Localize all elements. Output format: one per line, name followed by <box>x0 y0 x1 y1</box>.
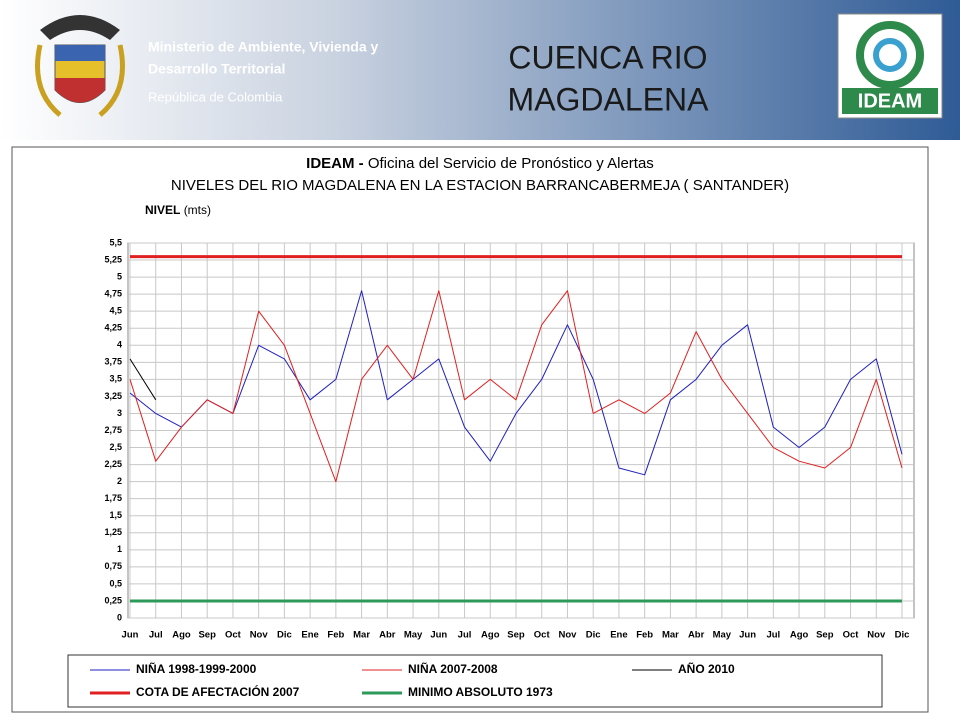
x-tick-label: Jun <box>430 630 447 641</box>
chart-title-rest: Oficina del Servicio de Pronóstico y Ale… <box>368 155 654 172</box>
x-tick-label: Jun <box>122 630 139 641</box>
y-tick-label: 0,25 <box>104 595 122 605</box>
x-tick-label: Dic <box>895 630 910 641</box>
chart-title: IDEAM - Oficina del Servicio de Pronósti… <box>306 155 654 172</box>
slide-title: MAGDALENA <box>508 81 710 117</box>
y-tick-label: 0,5 <box>109 578 122 588</box>
x-tick-label: Mar <box>353 630 370 641</box>
x-tick-label: Jul <box>458 630 472 641</box>
logo-text: IDEAM <box>858 90 922 112</box>
ministry-text: Ministerio de Ambiente, Vivienda y <box>148 39 378 55</box>
y-tick-label: 3,75 <box>104 357 122 367</box>
y-tick-label: 0,75 <box>104 561 122 571</box>
x-tick-label: Jul <box>149 630 163 641</box>
series-line <box>129 290 903 476</box>
x-tick-label: Nov <box>867 630 886 641</box>
y-tick-label: 4,5 <box>109 306 122 316</box>
y-tick-label: 2,75 <box>104 425 122 435</box>
header-band <box>0 0 960 140</box>
x-tick-label: Ago <box>481 630 500 641</box>
x-tick-label: Oct <box>225 630 242 641</box>
x-tick-label: Sep <box>507 630 525 641</box>
y-axis-label: NIVEL (mts) <box>145 203 211 217</box>
y-tick-label: 3 <box>117 408 122 418</box>
x-tick-label: Ago <box>790 630 809 641</box>
x-tick-label: Jun <box>739 630 756 641</box>
ministry-text: República de Colombia <box>148 89 283 104</box>
y-tick-label: 3,5 <box>109 374 122 384</box>
x-tick-label: Dic <box>586 630 601 641</box>
x-tick-label: Oct <box>843 630 860 641</box>
ideam-logo <box>837 13 943 119</box>
y-tick-label: 2,25 <box>104 459 122 469</box>
x-tick-label: Ago <box>172 630 191 641</box>
y-tick-label: 5,5 <box>109 237 122 247</box>
legend <box>67 654 883 708</box>
slide-title: CUENCA RIO <box>508 39 707 75</box>
y-tick-label: 3,25 <box>104 391 122 401</box>
x-tick-label: Feb <box>636 630 653 641</box>
x-tick-label: Mar <box>662 630 679 641</box>
x-tick-label: May <box>404 630 423 641</box>
x-tick-label: Feb <box>327 630 344 641</box>
y-tick-label: 1 <box>117 544 122 554</box>
chart-subtitle: NIVELES DEL RIO MAGDALENA EN LA ESTACION… <box>171 177 789 194</box>
series-line <box>129 358 157 401</box>
y-axis-label-bold: NIVEL <box>145 203 180 217</box>
x-tick-label: Abr <box>688 630 705 641</box>
x-tick-label: Ene <box>301 630 318 641</box>
legend-label: NIÑA 2007-2008 <box>408 661 498 676</box>
x-tick-label: Nov <box>250 630 269 641</box>
y-tick-label: 4 <box>117 340 122 350</box>
x-tick-label: Oct <box>534 630 551 641</box>
y-tick-label: 2 <box>117 476 122 486</box>
x-tick-label: Jul <box>766 630 780 641</box>
y-tick-label: 5 <box>117 271 122 281</box>
ministry-text: Desarrollo Territorial <box>148 61 285 77</box>
x-tick-label: Ene <box>610 630 627 641</box>
chart-title-bold: IDEAM - <box>306 155 364 172</box>
legend-label: MINIMO ABSOLUTO 1973 <box>408 685 553 699</box>
legend-label: COTA DE AFECTACIÓN 2007 <box>136 684 300 699</box>
x-tick-label: Dic <box>277 630 292 641</box>
series-line <box>129 290 903 483</box>
y-tick-label: 0 <box>117 612 122 622</box>
y-axis-label-rest: (mts) <box>184 203 211 217</box>
x-tick-label: May <box>713 630 732 641</box>
coat-of-arms <box>35 15 125 117</box>
y-tick-label: 1,5 <box>109 510 122 520</box>
legend-label: NIÑA 1998-1999-2000 <box>136 661 257 676</box>
legend-label: AÑO 2010 <box>678 661 735 676</box>
y-tick-label: 2,5 <box>109 442 122 452</box>
y-tick-label: 1,75 <box>104 493 122 503</box>
y-tick-label: 5,25 <box>104 254 122 264</box>
x-tick-label: Nov <box>558 630 577 641</box>
x-tick-label: Sep <box>198 630 216 641</box>
x-tick-label: Sep <box>816 630 834 641</box>
y-tick-label: 4,25 <box>104 323 122 333</box>
y-tick-label: 4,75 <box>104 289 122 299</box>
y-tick-label: 1,25 <box>104 527 122 537</box>
x-tick-label: Abr <box>379 630 396 641</box>
